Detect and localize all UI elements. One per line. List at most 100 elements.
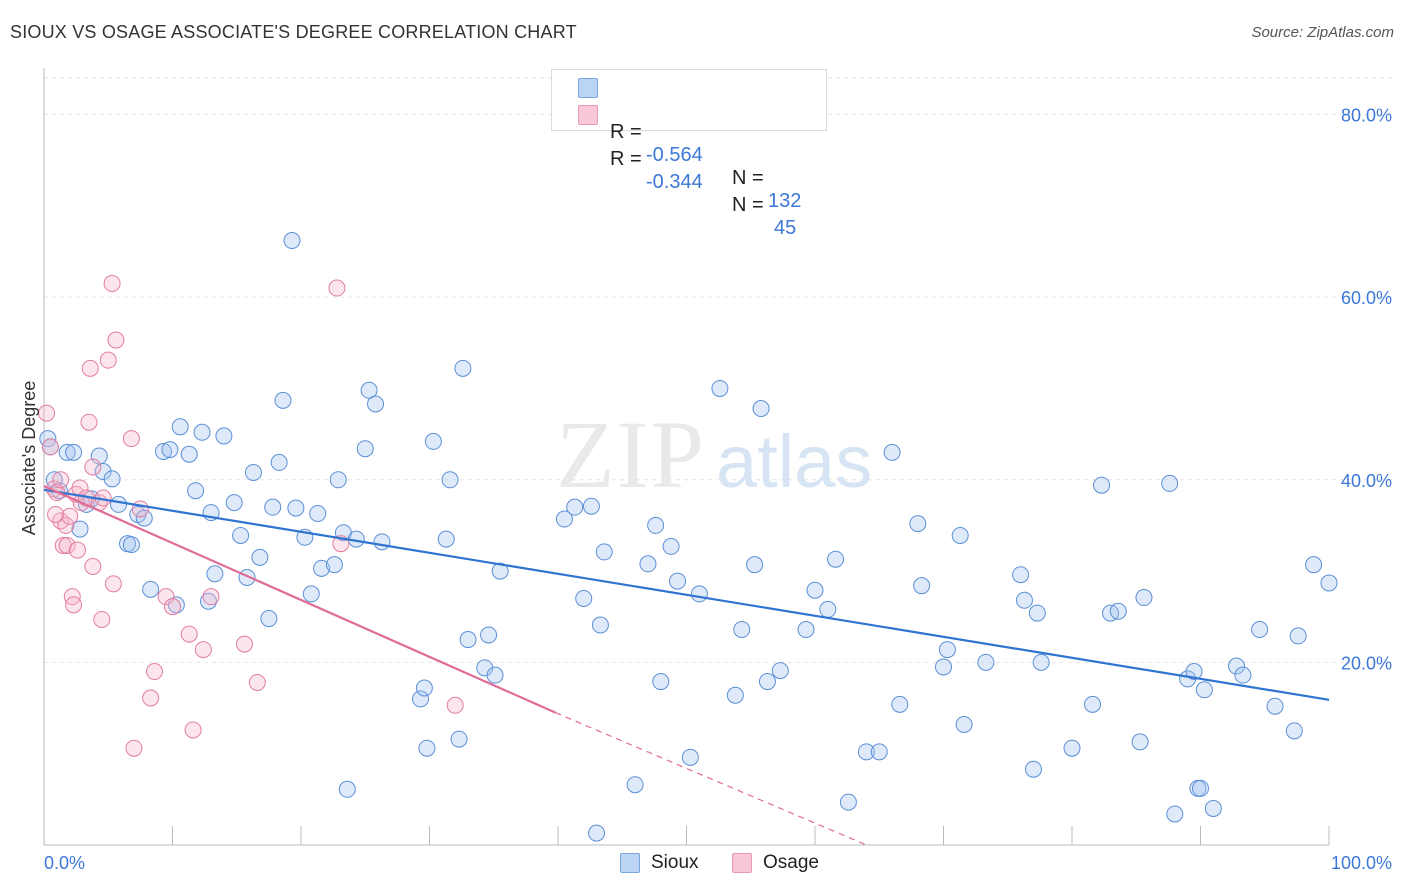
sioux-point xyxy=(491,562,509,580)
sioux-point xyxy=(171,418,189,436)
osage-point xyxy=(184,721,202,739)
sioux-point xyxy=(45,471,63,489)
sioux-point xyxy=(313,559,331,577)
sioux-point xyxy=(652,673,670,691)
sioux-point xyxy=(758,673,776,691)
osage-point xyxy=(248,673,266,691)
sioux-point xyxy=(244,463,262,481)
sioux-point xyxy=(270,453,288,471)
sioux-point xyxy=(232,526,250,544)
osage-point xyxy=(446,696,464,714)
osage-point xyxy=(68,541,86,559)
osage-point xyxy=(47,505,65,523)
sioux-point xyxy=(595,543,613,561)
sioux-point xyxy=(977,653,995,671)
osage-point xyxy=(103,274,121,292)
sioux-point xyxy=(424,432,442,450)
legend-n-label: N = xyxy=(732,194,764,216)
osage-point xyxy=(194,641,212,659)
sioux-point xyxy=(1185,663,1203,681)
osage-point xyxy=(107,331,125,349)
osage-point xyxy=(41,438,59,456)
chart-title: SIOUX VS OSAGE ASSOCIATE'S DEGREE CORREL… xyxy=(10,22,577,42)
sioux-point xyxy=(480,626,498,644)
sioux-point xyxy=(827,550,845,568)
sioux-point xyxy=(555,510,573,528)
sioux-point xyxy=(681,748,699,766)
osage-point xyxy=(57,516,75,534)
osage-point xyxy=(142,689,160,707)
sioux-point xyxy=(199,592,217,610)
sioux-point xyxy=(1305,556,1323,574)
sioux-point xyxy=(142,580,160,598)
sioux-point xyxy=(752,400,770,418)
x-tick-label: 100.0% xyxy=(1331,853,1392,873)
sioux-point xyxy=(287,499,305,517)
osage-point xyxy=(122,430,140,448)
sioux-point xyxy=(1192,779,1209,797)
sioux-point xyxy=(1032,653,1050,671)
sioux-point xyxy=(283,232,301,250)
sioux-point xyxy=(746,556,764,574)
sioux-point xyxy=(325,556,343,574)
sioux-point xyxy=(225,494,243,512)
sioux-point xyxy=(94,463,112,481)
x-tick-labels: 0.0% 100.0% xyxy=(44,853,1392,873)
sioux-point xyxy=(955,715,973,733)
osage-point xyxy=(61,507,79,525)
osage-point xyxy=(52,471,70,489)
osage-point xyxy=(38,404,56,422)
osage-point xyxy=(93,610,111,628)
sioux-point xyxy=(1166,805,1184,823)
sioux-point xyxy=(1012,566,1030,584)
sioux-point xyxy=(626,776,644,794)
osage-points xyxy=(38,274,464,757)
sioux-point xyxy=(215,427,233,445)
sioux-point xyxy=(459,631,477,649)
source-credit: Source: ZipAtlas.com xyxy=(1251,24,1394,41)
osage-point xyxy=(164,598,181,616)
sioux-point xyxy=(486,666,504,684)
sioux-point xyxy=(771,662,789,680)
sioux-point xyxy=(1251,621,1269,639)
sioux-points xyxy=(39,232,1338,842)
sioux-point xyxy=(839,793,857,811)
sioux-point xyxy=(857,743,875,761)
sioux-point xyxy=(373,533,391,551)
axes xyxy=(43,68,1330,846)
sioux-point xyxy=(441,471,459,489)
sioux-point xyxy=(161,441,179,459)
osage-point xyxy=(157,588,175,606)
sioux-point xyxy=(418,739,436,757)
sioux-point xyxy=(1109,602,1127,620)
sioux-legend-label: Sioux xyxy=(651,852,699,873)
sioux-point xyxy=(450,730,468,748)
osage-point xyxy=(80,413,98,431)
sioux-point xyxy=(122,536,140,554)
sioux-point xyxy=(329,471,347,489)
legend-r-value: -0.564 xyxy=(646,144,703,166)
y-tick-labels: 20.0% 40.0% 60.0% 80.0% xyxy=(1341,106,1392,674)
sioux-point xyxy=(582,497,600,515)
osage-point xyxy=(84,558,102,576)
sioux-point xyxy=(155,442,173,460)
legend-n-value: 45 xyxy=(774,217,797,239)
watermark-zip: ZIP xyxy=(556,401,706,508)
sioux-point xyxy=(819,600,837,618)
osage-point xyxy=(65,596,83,614)
sioux-point xyxy=(264,498,282,516)
osage-point xyxy=(99,351,117,369)
sioux-point xyxy=(193,423,211,441)
osage-point xyxy=(81,359,99,377)
sioux-point xyxy=(588,824,606,842)
sioux-point xyxy=(454,359,472,377)
sioux-point xyxy=(180,445,198,463)
sioux-point xyxy=(103,470,121,488)
sioux-point xyxy=(1063,739,1081,757)
sioux-point xyxy=(733,621,751,639)
sioux-point xyxy=(338,780,356,798)
sioux-point xyxy=(806,581,824,599)
sioux-point xyxy=(1135,589,1153,607)
osage-point xyxy=(202,588,220,606)
